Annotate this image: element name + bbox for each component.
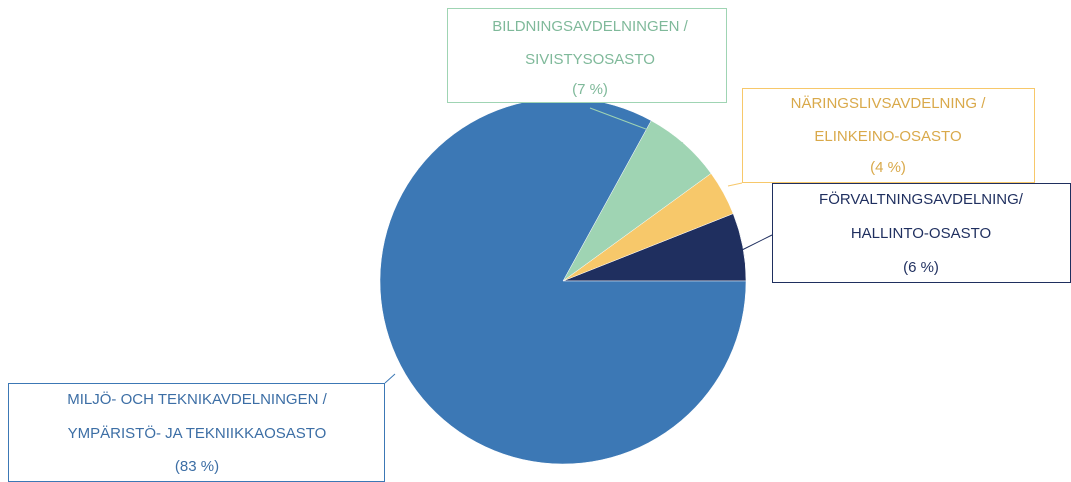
label-line: MILJÖ- OCH TEKNIKAVDELNINGEN / [67, 390, 327, 408]
category-label: FÖRVALTNINGSAVDELNING/HALLINTO-OSASTO [819, 190, 1024, 242]
label-line: BILDNINGSAVDELNINGEN / [492, 18, 688, 35]
label-line: YMPÄRISTÖ- JA TEKNIIKKAOSASTO [68, 424, 327, 442]
leader-line [589, 107, 684, 144]
leader-line [741, 234, 773, 251]
label-line: ELINKEINO-OSASTO [814, 128, 961, 145]
label-line: SIVISTYSOSASTO [525, 51, 655, 68]
value-label: (4 %) [870, 159, 906, 176]
category-label: MILJÖ- OCH TEKNIKAVDELNINGEN / YMPÄRISTÖ-… [67, 390, 327, 442]
value-label: (83 %) [175, 458, 219, 475]
category-label: BILDNINGSAVDELNINGEN / SIVISTYSOSASTO [492, 18, 688, 68]
label-box [772, 183, 1071, 283]
value-label: (6 %) [903, 259, 939, 276]
leader-line [384, 373, 396, 384]
category-label: NÄRINGSLIVSAVDELNING / ELINKEINO-OSASTO [791, 95, 987, 145]
pie-slice [379, 97, 747, 465]
label-box [447, 8, 727, 103]
label-line: NÄRINGSLIVSAVDELNING / [791, 95, 987, 112]
label-line: HALLINTO-OSASTO [851, 225, 991, 242]
label-line: FÖRVALTNINGSAVDELNING/ [819, 190, 1024, 208]
label-box [8, 383, 385, 482]
leader-line [727, 182, 743, 187]
value-label: (7 %) [572, 81, 608, 98]
label-box [742, 88, 1035, 183]
